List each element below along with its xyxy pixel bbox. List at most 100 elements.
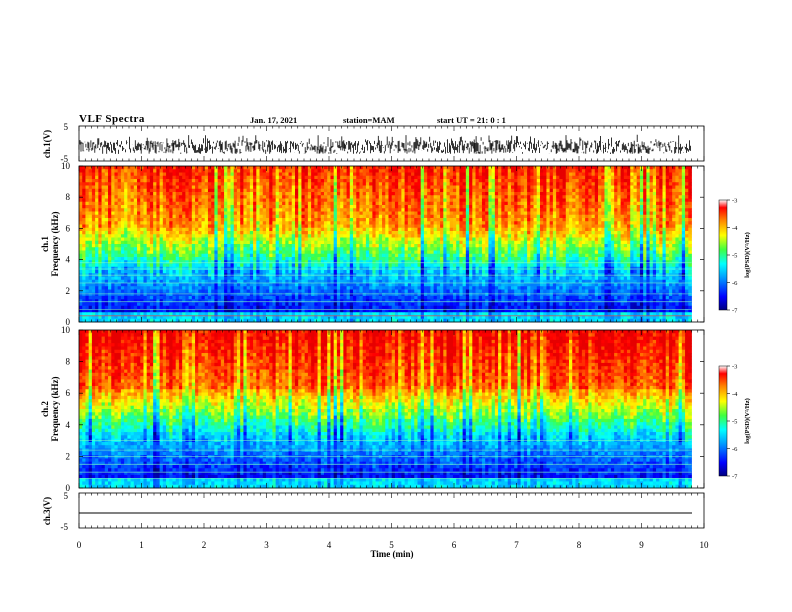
spectrogram-cell xyxy=(485,169,489,173)
spectrogram-cell xyxy=(414,201,418,206)
spectrogram-cell xyxy=(95,192,99,196)
spectrogram-cell xyxy=(130,205,135,209)
spectrogram-cell xyxy=(659,172,663,177)
spectrogram-cell xyxy=(672,231,676,235)
spectrogram-cell xyxy=(127,172,131,177)
spectrogram-cell xyxy=(294,247,299,251)
spectrogram-cell xyxy=(604,231,609,235)
spectrogram-cell xyxy=(111,221,115,225)
spectrogram-cell xyxy=(359,201,364,206)
spectrogram-cell xyxy=(665,224,670,229)
spectrogram-cell xyxy=(433,221,438,225)
spectrogram-cell xyxy=(79,205,83,209)
spectrogram-cell xyxy=(85,188,90,193)
spectrogram-cell xyxy=(369,179,373,183)
spectrogram-cell xyxy=(598,214,602,219)
spectrogram-cell xyxy=(120,175,125,180)
spectrogram-cell xyxy=(401,198,405,203)
spectrogram-cell xyxy=(388,188,393,193)
spectrogram-cell xyxy=(372,208,376,212)
spectrogram-cell xyxy=(398,185,402,190)
spectrogram-cell xyxy=(391,234,396,238)
spectrogram-cell xyxy=(120,221,125,225)
spectrogram-cell xyxy=(488,231,493,235)
spectrogram-cell xyxy=(665,179,670,183)
spectrogram-cell xyxy=(111,211,115,216)
spectrogram-cell xyxy=(291,185,296,190)
spectrogram-cell xyxy=(185,244,189,248)
spectrogram-cell xyxy=(672,182,676,186)
spectrogram-cell xyxy=(307,218,312,222)
spectrogram-cell xyxy=(369,231,373,235)
spectrogram-cell xyxy=(330,182,335,186)
spectrogram-cell xyxy=(185,192,189,196)
spectrogram-cell xyxy=(85,244,90,248)
spectrogram-cell xyxy=(372,185,376,190)
spectrogram-cell xyxy=(556,175,560,180)
spectrogram-cell xyxy=(301,237,306,242)
spectrogram-cell xyxy=(349,214,354,219)
spectrogram-cell xyxy=(575,231,580,235)
spectrogram-cell xyxy=(462,179,467,183)
spectrogram-cell xyxy=(311,240,315,245)
spectrogram-cell xyxy=(285,188,289,193)
spectrogram-cell xyxy=(633,185,638,190)
spectrogram-cell xyxy=(88,192,93,196)
spectrogram-cell xyxy=(259,231,264,235)
spectrogram-cell xyxy=(391,185,396,190)
spectrogram-cell xyxy=(620,201,625,206)
spectrogram-cell xyxy=(327,185,331,190)
spectrogram-cell xyxy=(130,208,135,212)
spectrogram-cell xyxy=(427,211,431,216)
spectrogram-cell xyxy=(269,240,273,245)
spectrogram-cell xyxy=(169,234,173,238)
spectrogram-cell xyxy=(659,237,663,242)
spectrogram-cell xyxy=(259,227,264,232)
spectrogram-cell xyxy=(562,188,567,193)
spectrogram-cell xyxy=(446,179,451,183)
spectrogram-cell xyxy=(430,166,434,170)
spectrogram-cell xyxy=(349,195,354,199)
spectrogram-cell xyxy=(617,247,621,251)
spectrogram-cell xyxy=(391,214,396,219)
spectrogram-cell xyxy=(146,166,151,170)
spectrogram-cell xyxy=(539,218,544,222)
spectrogram-cell xyxy=(556,188,560,193)
spectrogram-cell xyxy=(559,166,563,170)
spectrogram-cell xyxy=(262,224,267,229)
spectrogram-cell xyxy=(272,188,277,193)
spectrogram-cell xyxy=(607,211,612,216)
spectrogram-cell xyxy=(91,169,96,173)
spectrogram-cell xyxy=(440,201,444,206)
spectrogram-cell xyxy=(156,237,160,242)
spectrogram-cell xyxy=(153,250,157,255)
spectrogram-cell xyxy=(327,237,331,242)
spectrogram-cell xyxy=(585,234,589,238)
spectrogram-cell xyxy=(324,244,328,248)
spectrogram-cell xyxy=(449,169,454,173)
spectrogram-cell xyxy=(346,227,351,232)
spectrogram-cell xyxy=(201,227,206,232)
spectrogram-cell xyxy=(172,198,177,203)
spectrogram-cell xyxy=(204,169,209,173)
spectrogram-cell xyxy=(491,237,496,242)
spectrogram-cell xyxy=(675,182,679,186)
spectrogram-cell xyxy=(117,172,122,177)
spectrogram-cell xyxy=(304,185,309,190)
spectrogram-cell xyxy=(127,198,131,203)
spectrogram-cell xyxy=(188,185,193,190)
spectrogram-cell xyxy=(343,214,347,219)
spectrogram-cell xyxy=(79,227,83,232)
spectrogram-cell xyxy=(130,231,135,235)
spectrogram-cell xyxy=(401,188,405,193)
spectrogram-cell xyxy=(111,198,115,203)
spectrogram-cell xyxy=(327,247,331,251)
spectrogram-cell xyxy=(117,169,122,173)
spectrogram-cell xyxy=(369,214,373,219)
spectrogram-cell xyxy=(314,179,318,183)
spectrogram-cell xyxy=(262,208,267,212)
spectrogram-cell xyxy=(185,195,189,199)
spectrogram-cell xyxy=(272,192,277,196)
spectrogram-cell xyxy=(427,205,431,209)
spectrogram-cell xyxy=(311,211,315,216)
